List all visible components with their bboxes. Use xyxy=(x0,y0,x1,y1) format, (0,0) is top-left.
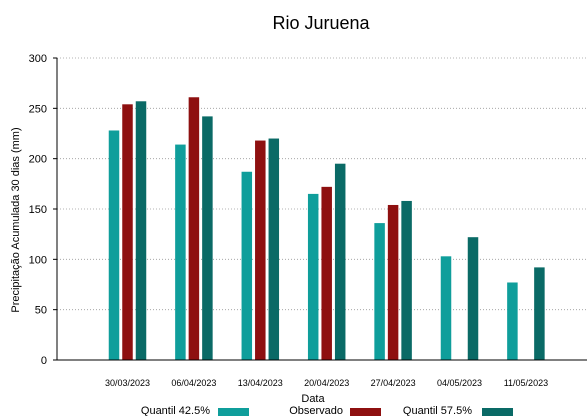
x-axis-label: Data xyxy=(301,393,325,405)
bar-quantil-42-5--2 xyxy=(241,171,253,360)
bar-quantil-42-5--1 xyxy=(175,144,186,360)
legend-swatch xyxy=(350,408,381,416)
x-axis-ticks: 30/03/2023 06/04/2023 13/04/2023 20/04/2023… xyxy=(105,378,548,388)
x-tick-label: 30/03/2023 xyxy=(105,378,150,388)
legend-swatch xyxy=(482,408,513,416)
bar-quantil-57-5--0 xyxy=(135,101,147,360)
y-tick-label: 100 xyxy=(29,254,47,266)
bar-quantil-42-5--0 xyxy=(108,130,120,360)
y-tick-label: 150 xyxy=(29,204,47,216)
bar-quantil-42-5--6 xyxy=(507,282,518,360)
x-tick-label: 13/04/2023 xyxy=(238,378,283,388)
bars xyxy=(108,97,545,361)
bar-observado-0 xyxy=(122,104,133,360)
bar-observado-4 xyxy=(387,204,399,360)
bar-quantil-57-5--1 xyxy=(202,116,213,361)
y-tick-label: 300 xyxy=(29,53,47,65)
legend-swatch xyxy=(218,408,249,416)
legend: Quantil 42.5% Observado Quantil 57.5% xyxy=(141,405,513,416)
y-tick-label: 0 xyxy=(41,355,47,367)
legend-label: Quantil 42.5% xyxy=(141,405,210,416)
bar-quantil-57-5--6 xyxy=(534,267,545,360)
x-tick-label: 20/04/2023 xyxy=(304,378,349,388)
bar-observado-3 xyxy=(321,186,332,360)
x-tick-label: 27/04/2023 xyxy=(371,378,416,388)
x-tick-label: 04/05/2023 xyxy=(437,378,482,388)
x-tick-label: 06/04/2023 xyxy=(171,378,216,388)
bar-quantil-42-5--3 xyxy=(307,193,319,360)
axes xyxy=(56,58,587,361)
y-axis-label: Precipitação Acumulada 30 dias (mm) xyxy=(10,127,22,312)
bar-quantil-57-5--2 xyxy=(268,138,280,360)
y-tick-label: 50 xyxy=(35,305,47,317)
y-axis-ticks: 0 50 100 150 200 250 300 xyxy=(29,53,57,367)
legend-label: Observado xyxy=(289,405,343,416)
y-tick-label: 200 xyxy=(29,154,47,166)
bar-quantil-57-5--4 xyxy=(401,200,412,360)
bar-quantil-57-5--5 xyxy=(467,237,479,360)
bar-quantil-42-5--4 xyxy=(374,223,385,360)
x-tick-label: 11/05/2023 xyxy=(504,378,548,388)
bar-observado-1 xyxy=(188,97,200,360)
bar-quantil-57-5--3 xyxy=(334,163,346,360)
bar-quantil-42-5--5 xyxy=(440,256,452,360)
y-tick-label: 250 xyxy=(29,103,47,115)
legend-label: Quantil 57.5% xyxy=(403,405,472,416)
bar-observado-2 xyxy=(255,140,266,360)
chart-title: Rio Juruena xyxy=(272,13,370,33)
